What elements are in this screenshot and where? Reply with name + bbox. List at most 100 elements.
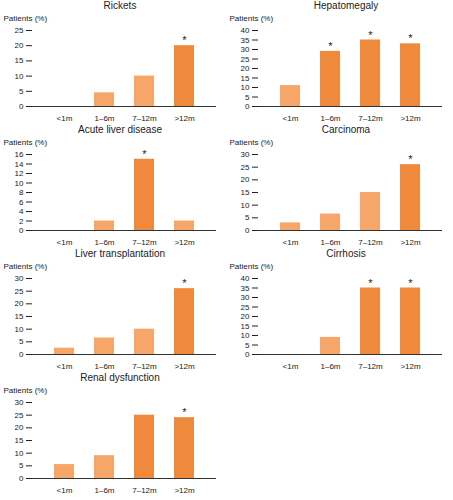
svg-text:Patients (%): Patients (%) (4, 138, 48, 147)
svg-text:<1m: <1m (57, 362, 73, 371)
svg-text:<1m: <1m (57, 486, 73, 495)
svg-text:7–12m: 7–12m (358, 238, 383, 247)
svg-text:15: 15 (15, 436, 24, 445)
svg-text:16: 16 (15, 150, 24, 159)
svg-text:8: 8 (19, 188, 24, 197)
svg-text:*: * (408, 32, 413, 44)
svg-text:>12m: >12m (174, 486, 195, 495)
svg-text:10: 10 (15, 449, 24, 458)
svg-text:>12m: >12m (400, 238, 421, 247)
svg-text:1–6m: 1–6m (94, 238, 114, 247)
svg-text:25: 25 (15, 411, 24, 420)
svg-text:5: 5 (19, 461, 24, 470)
svg-text:7–12m: 7–12m (132, 486, 157, 495)
svg-text:1–6m: 1–6m (320, 238, 340, 247)
svg-text:15: 15 (241, 74, 250, 83)
svg-text:>12m: >12m (400, 114, 421, 123)
svg-text:7–12m: 7–12m (358, 362, 383, 371)
svg-text:25: 25 (241, 303, 250, 312)
svg-text:>12m: >12m (174, 362, 195, 371)
svg-text:1–6m: 1–6m (94, 362, 114, 371)
svg-text:0: 0 (19, 474, 24, 483)
svg-text:1–6m: 1–6m (94, 486, 114, 495)
svg-text:7–12m: 7–12m (132, 362, 157, 371)
svg-text:15: 15 (15, 312, 24, 321)
svg-text:0: 0 (19, 350, 24, 359)
svg-text:<1m: <1m (283, 362, 299, 371)
svg-text:>12m: >12m (174, 238, 195, 247)
svg-text:15: 15 (241, 322, 250, 331)
svg-text:0: 0 (245, 226, 250, 235)
svg-text:*: * (182, 406, 187, 418)
svg-text:*: * (408, 277, 413, 289)
svg-text:<1m: <1m (57, 238, 73, 247)
svg-text:35: 35 (241, 284, 250, 293)
svg-text:10: 10 (15, 72, 24, 81)
svg-text:12: 12 (15, 169, 24, 178)
svg-text:40: 40 (241, 26, 250, 35)
svg-text:20: 20 (241, 175, 250, 184)
svg-text:25: 25 (241, 163, 250, 172)
svg-text:>12m: >12m (174, 114, 195, 123)
svg-text:Patients (%): Patients (%) (230, 14, 274, 23)
svg-text:Patients (%): Patients (%) (230, 138, 274, 147)
svg-text:15: 15 (241, 188, 250, 197)
svg-text:*: * (408, 153, 413, 165)
svg-text:5: 5 (19, 337, 24, 346)
svg-text:25: 25 (15, 287, 24, 296)
svg-text:7–12m: 7–12m (132, 114, 157, 123)
svg-text:4: 4 (19, 207, 24, 216)
svg-text:1–6m: 1–6m (320, 362, 340, 371)
svg-text:*: * (368, 277, 373, 289)
svg-text:30: 30 (241, 293, 250, 302)
svg-text:<1m: <1m (57, 114, 73, 123)
svg-text:7–12m: 7–12m (132, 238, 157, 247)
svg-text:1–6m: 1–6m (94, 114, 114, 123)
svg-text:*: * (368, 29, 373, 41)
svg-text:5: 5 (19, 87, 24, 96)
svg-text:<1m: <1m (283, 238, 299, 247)
svg-text:20: 20 (241, 64, 250, 73)
svg-text:Patients (%): Patients (%) (4, 386, 48, 395)
svg-text:30: 30 (15, 398, 24, 407)
svg-text:30: 30 (241, 150, 250, 159)
svg-text:2: 2 (19, 217, 24, 226)
svg-text:10: 10 (15, 325, 24, 334)
svg-text:20: 20 (15, 299, 24, 308)
svg-text:1–6m: 1–6m (320, 114, 340, 123)
svg-text:*: * (182, 277, 187, 289)
svg-text:Patients (%): Patients (%) (4, 262, 48, 271)
svg-text:*: * (182, 34, 187, 46)
svg-text:6: 6 (19, 198, 24, 207)
svg-text:0: 0 (19, 102, 24, 111)
svg-text:0: 0 (245, 350, 250, 359)
svg-text:20: 20 (241, 312, 250, 321)
svg-text:35: 35 (241, 36, 250, 45)
svg-text:0: 0 (245, 102, 250, 111)
svg-text:10: 10 (241, 83, 250, 92)
svg-text:14: 14 (15, 160, 24, 169)
svg-text:5: 5 (245, 213, 250, 222)
svg-text:7–12m: 7–12m (358, 114, 383, 123)
svg-text:10: 10 (15, 179, 24, 188)
svg-text:0: 0 (19, 226, 24, 235)
svg-text:*: * (328, 40, 333, 52)
svg-text:*: * (142, 148, 147, 160)
svg-text:Patients (%): Patients (%) (230, 262, 274, 271)
svg-text:5: 5 (245, 341, 250, 350)
svg-text:>12m: >12m (400, 362, 421, 371)
svg-text:20: 20 (15, 423, 24, 432)
svg-text:20: 20 (15, 41, 24, 50)
svg-text:30: 30 (241, 45, 250, 54)
svg-text:10: 10 (241, 201, 250, 210)
svg-text:30: 30 (15, 274, 24, 283)
svg-text:<1m: <1m (283, 114, 299, 123)
svg-text:10: 10 (241, 331, 250, 340)
svg-text:25: 25 (15, 26, 24, 35)
svg-text:5: 5 (245, 93, 250, 102)
svg-text:15: 15 (15, 56, 24, 65)
svg-text:25: 25 (241, 55, 250, 64)
html-text:Rickets: Rickets (103, 0, 137, 11)
svg-text:Patients (%): Patients (%) (4, 14, 48, 23)
svg-text:40: 40 (241, 274, 250, 283)
